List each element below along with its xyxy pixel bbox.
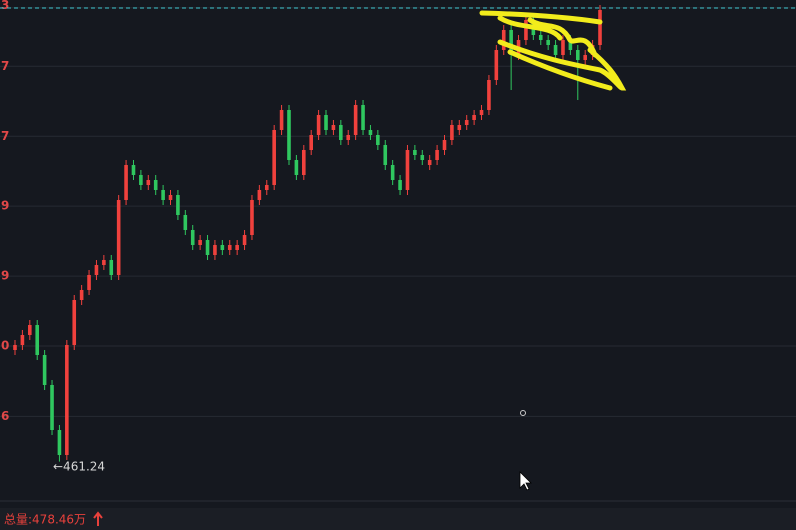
candle-body xyxy=(546,40,550,45)
candle-body xyxy=(376,135,380,145)
candle-body xyxy=(153,180,158,190)
candle-body xyxy=(28,325,32,335)
candle-body xyxy=(464,120,469,125)
candle-body xyxy=(346,135,351,140)
candle-body xyxy=(264,185,269,190)
candle-body xyxy=(420,155,425,160)
candle-body xyxy=(479,110,484,115)
candle-body xyxy=(450,125,454,140)
candle-body xyxy=(568,40,573,50)
candle-body xyxy=(79,290,84,300)
candle-body xyxy=(457,125,462,130)
candle-body xyxy=(583,55,587,60)
y-tick-label: 9 xyxy=(1,199,9,213)
candles xyxy=(13,5,602,462)
candle-body xyxy=(442,140,447,150)
candle-body xyxy=(390,165,395,180)
candle-body xyxy=(65,345,69,455)
candle-body xyxy=(353,105,358,135)
y-tick-label: 9 xyxy=(1,269,9,283)
candle-body xyxy=(309,135,314,150)
y-tick-label: 0 xyxy=(1,339,9,353)
scribble xyxy=(479,10,627,91)
candle-body xyxy=(287,110,291,160)
candle-body xyxy=(472,115,476,120)
candle-body xyxy=(316,115,321,135)
candle-body xyxy=(42,355,47,385)
low-annotation: ←461.24 xyxy=(53,460,105,474)
candle-body xyxy=(87,275,91,290)
candle-body xyxy=(575,50,580,60)
candle-body xyxy=(509,30,513,55)
candle-body xyxy=(13,345,17,350)
candle-body xyxy=(35,325,40,355)
candle-body xyxy=(487,80,491,110)
candle-body xyxy=(116,200,121,275)
candle-body xyxy=(553,45,558,55)
y-tick-label: 7 xyxy=(1,129,9,143)
candle-body xyxy=(279,110,284,130)
candle-body xyxy=(324,115,328,130)
candle-body xyxy=(538,35,543,40)
candle-body xyxy=(301,150,306,175)
footer-bar xyxy=(0,508,796,530)
candle-body xyxy=(139,175,143,185)
candle-body xyxy=(242,235,247,245)
crosshair-dot xyxy=(520,410,526,416)
candle-body xyxy=(213,245,217,255)
candle-body xyxy=(183,215,188,230)
candle-body xyxy=(161,190,165,200)
candle-body xyxy=(190,230,195,245)
candle-body xyxy=(294,160,299,175)
y-tick-label: 6 xyxy=(1,409,9,423)
candle-body xyxy=(398,180,402,190)
candle-body xyxy=(168,195,173,200)
candle-body xyxy=(227,245,232,250)
candle-body xyxy=(361,105,365,130)
candle-body xyxy=(50,385,54,430)
candle-body xyxy=(94,265,99,275)
candle-body xyxy=(339,125,343,140)
candle-body xyxy=(198,240,202,245)
footer-text: 总量:478.46万 xyxy=(4,513,86,527)
candle-body xyxy=(427,160,432,165)
candle-body xyxy=(272,130,276,185)
candle-body xyxy=(235,245,239,250)
y-tick-label: 3 xyxy=(1,0,9,12)
cursor xyxy=(519,471,532,491)
candle-body xyxy=(405,150,410,190)
candle-body xyxy=(257,190,262,200)
candle-body xyxy=(561,40,565,55)
candle-body xyxy=(109,260,114,275)
candle-body xyxy=(524,20,528,40)
candle-body xyxy=(250,200,254,235)
candle-body xyxy=(598,10,602,45)
candle-body xyxy=(72,300,77,345)
candle-body xyxy=(102,260,106,265)
candle-body xyxy=(124,165,128,200)
candle-body xyxy=(205,240,210,255)
candle-body xyxy=(383,145,388,165)
candle-body xyxy=(220,245,225,250)
candle-body xyxy=(501,30,506,50)
candle-body xyxy=(57,430,62,455)
up-arrow xyxy=(93,511,103,526)
candle-body xyxy=(331,125,336,130)
candle-body xyxy=(131,165,136,175)
candle-body xyxy=(146,180,151,185)
y-tick-label: 7 xyxy=(1,59,9,73)
candle-body xyxy=(494,50,499,80)
grid: 3 7 7 9 9 0 6 xyxy=(0,0,796,423)
candle-body xyxy=(176,195,180,215)
candle-body xyxy=(20,335,25,345)
candle-body xyxy=(368,130,373,135)
candle-body xyxy=(413,150,417,155)
candle-body xyxy=(435,150,439,160)
